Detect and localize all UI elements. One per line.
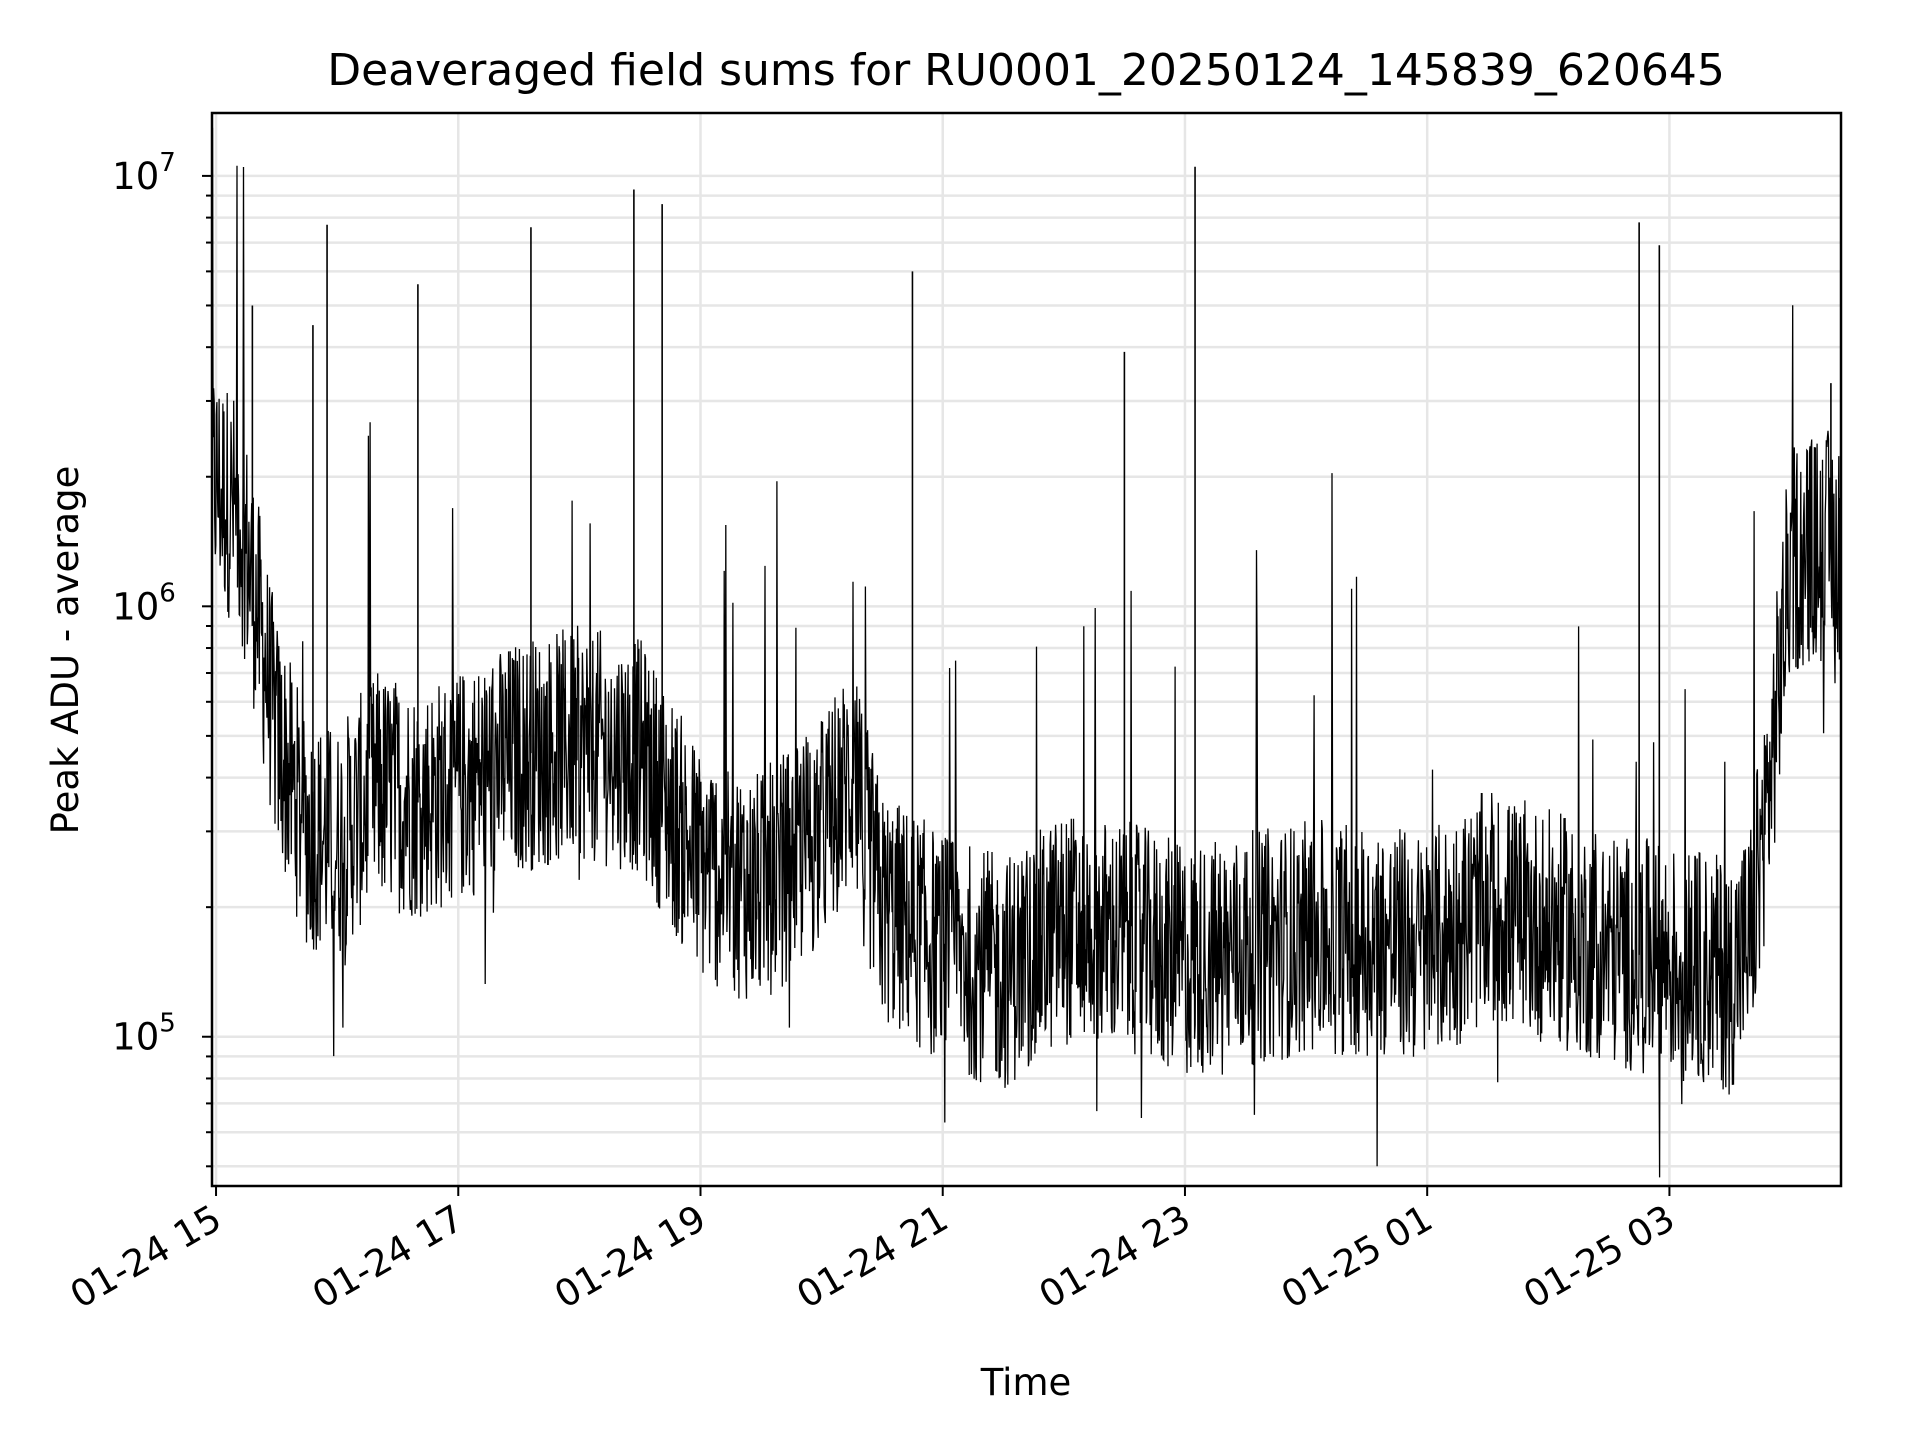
y-axis: 105 106 107 [112, 148, 212, 1168]
x-axis-label: Time [980, 1361, 1072, 1404]
series-line [211, 127, 1842, 1178]
y-tick-label: 107 [112, 148, 176, 198]
chart-title: Deaveraged field sums for RU0001_2025012… [327, 45, 1725, 96]
series-layer [211, 127, 1842, 1178]
y-tick-label: 106 [112, 578, 176, 628]
plot-frame [210, 111, 1843, 1188]
y-axis-label: Peak ADU - average [44, 466, 87, 835]
y-tick-label: 105 [112, 1009, 176, 1059]
